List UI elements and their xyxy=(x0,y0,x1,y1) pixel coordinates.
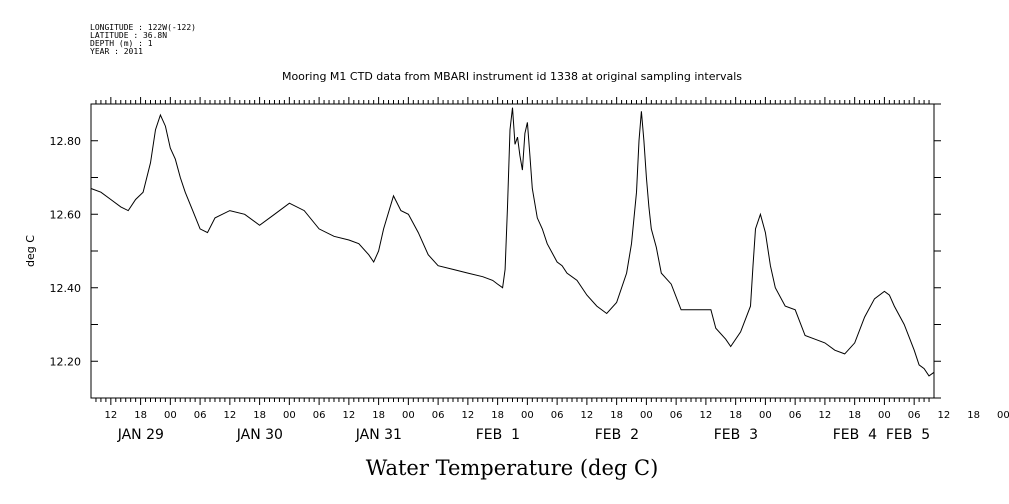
y-tick-label: 12.60 xyxy=(50,208,82,221)
x-day-label: FEB 4 xyxy=(833,427,877,443)
x-tick-label: 06 xyxy=(551,410,564,421)
x-day-label: FEB 1 xyxy=(476,427,520,443)
x-day-label: FEB 5 xyxy=(886,427,930,443)
x-tick-label: 18 xyxy=(848,410,861,421)
x-tick-label: 00 xyxy=(402,410,415,421)
x-axis: 12 18 00 06 12 18 00 06 12 18 00 06 12 18 00 06 12 18 00 06… xyxy=(104,410,1009,443)
x-axis-label: Water Temperature (deg C) xyxy=(366,456,659,480)
y-axis-label: deg C xyxy=(24,235,37,267)
x-tick-label: 12 xyxy=(581,410,594,421)
x-tick-label: 00 xyxy=(640,410,653,421)
x-day-label: JAN 29 xyxy=(117,427,164,443)
x-tick-label: 00 xyxy=(997,410,1009,421)
plot-frame xyxy=(90,103,935,399)
y-axis: 12.20 12.40 12.60 12.80 xyxy=(50,103,941,399)
x-tick-label: 00 xyxy=(283,410,296,421)
chart-title: Mooring M1 CTD data from MBARI instrumen… xyxy=(282,70,742,83)
x-tick-label: 18 xyxy=(372,410,385,421)
x-tick-label: 18 xyxy=(610,410,623,421)
x-tick-label: 12 xyxy=(700,410,713,421)
x-tick-label: 06 xyxy=(313,410,326,421)
x-tick-label: 12 xyxy=(938,410,951,421)
x-tick-label: 18 xyxy=(491,410,504,421)
y-tick-label: 12.20 xyxy=(50,355,82,368)
x-tick-label: 00 xyxy=(521,410,534,421)
metadata-line: LATITUDE : 36.8N xyxy=(90,31,167,40)
series-line-water-temperature xyxy=(90,107,935,377)
x-day-label: FEB 3 xyxy=(714,427,758,443)
x-tick-label: 12 xyxy=(223,410,236,421)
x-tick-label: 12 xyxy=(342,410,355,421)
metadata-line: DEPTH (m) : 1 xyxy=(90,39,153,48)
x-day-label: JAN 31 xyxy=(355,427,402,443)
x-tick-label: 00 xyxy=(759,410,772,421)
y-tick-label: 12.40 xyxy=(50,282,82,295)
minor-ticks xyxy=(95,97,930,405)
x-tick-label: 06 xyxy=(670,410,683,421)
x-tick-label: 00 xyxy=(164,410,177,421)
x-day-label: FEB 2 xyxy=(595,427,639,443)
metadata-block: LONGITUDE : 122W(-122)LATITUDE : 36.8NDE… xyxy=(90,23,196,56)
x-tick-label: 12 xyxy=(819,410,832,421)
metadata-line: YEAR : 2011 xyxy=(90,47,143,56)
metadata-line: LONGITUDE : 122W(-122) xyxy=(90,23,196,32)
x-tick-label: 12 xyxy=(104,410,117,421)
x-tick-label: 18 xyxy=(729,410,742,421)
x-tick-label: 18 xyxy=(134,410,147,421)
x-tick-label: 06 xyxy=(908,410,921,421)
x-tick-label: 12 xyxy=(462,410,475,421)
x-tick-label: 00 xyxy=(878,410,891,421)
x-day-label: JAN 30 xyxy=(236,427,283,443)
x-tick-label: 06 xyxy=(194,410,207,421)
x-tick-label: 18 xyxy=(967,410,980,421)
y-tick-label: 12.80 xyxy=(50,135,82,148)
x-tick-label: 06 xyxy=(789,410,802,421)
x-tick-label: 18 xyxy=(253,410,266,421)
x-tick-label: 06 xyxy=(432,410,445,421)
